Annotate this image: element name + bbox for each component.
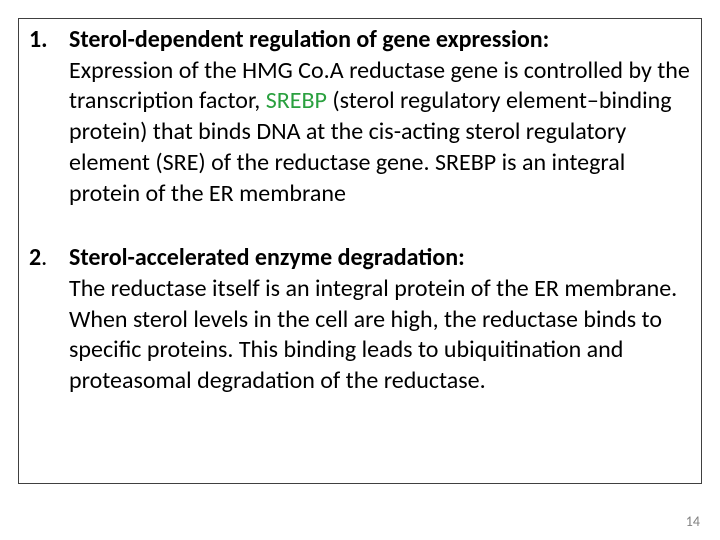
item-1-number: 1. bbox=[29, 25, 69, 56]
item-2-body: The reductase itself is an integral prot… bbox=[69, 274, 691, 397]
list-item-1-header: 1. Sterol-dependent regulation of gene e… bbox=[29, 25, 691, 56]
item-2-heading: Sterol-accelerated enzyme degradation: bbox=[69, 243, 465, 274]
srebp-term: SREBP bbox=[266, 86, 327, 115]
item-1-body: Expression of the HMG Co.A reductase gen… bbox=[69, 56, 691, 210]
page-number: 14 bbox=[686, 513, 700, 530]
item-1-heading: Sterol-dependent regulation of gene expr… bbox=[69, 25, 549, 56]
list-item-1: 1. Sterol-dependent regulation of gene e… bbox=[29, 25, 691, 209]
slide: 1. Sterol-dependent regulation of gene e… bbox=[0, 0, 720, 540]
list-item-2-header: 2. Sterol-accelerated enzyme degradation… bbox=[29, 243, 691, 274]
item-2-number: 2. bbox=[29, 243, 69, 274]
list-item-2: 2. Sterol-accelerated enzyme degradation… bbox=[29, 243, 691, 397]
content-box: 1. Sterol-dependent regulation of gene e… bbox=[18, 18, 702, 484]
